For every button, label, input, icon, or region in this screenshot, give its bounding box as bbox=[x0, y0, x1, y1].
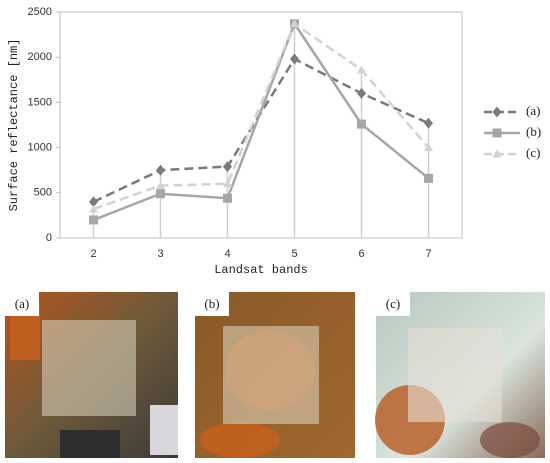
y-tick-label: 0 bbox=[46, 232, 52, 244]
photo-c: (c) bbox=[375, 292, 545, 458]
point bbox=[156, 164, 165, 176]
series-line bbox=[93, 21, 430, 211]
series-line bbox=[92, 57, 430, 203]
legend-marker bbox=[492, 106, 502, 118]
x-tick-label: 5 bbox=[291, 248, 297, 260]
x-axis-label: Landsat bands bbox=[214, 263, 308, 277]
legend-label: (c) bbox=[526, 145, 540, 160]
x-tick-label: 3 bbox=[157, 248, 163, 260]
y-tick-label: 500 bbox=[34, 187, 52, 199]
y-tick-label: 2500 bbox=[28, 6, 52, 18]
legend-marker bbox=[492, 128, 502, 138]
point bbox=[357, 87, 366, 99]
point bbox=[424, 173, 433, 183]
point bbox=[357, 65, 366, 74]
y-tick-label: 1000 bbox=[28, 142, 52, 154]
point bbox=[290, 53, 299, 65]
point bbox=[357, 119, 366, 129]
point bbox=[424, 143, 433, 152]
x-tick-label: 4 bbox=[224, 248, 230, 260]
point bbox=[290, 19, 299, 28]
point bbox=[223, 161, 232, 173]
point bbox=[156, 189, 165, 199]
legend-marker bbox=[492, 149, 502, 158]
x-tick-label: 2 bbox=[90, 248, 96, 260]
photo-label: (a) bbox=[15, 296, 29, 311]
plot-frame bbox=[59, 11, 463, 239]
photo-b: (b) bbox=[195, 292, 355, 458]
photo-a: (a) bbox=[5, 292, 178, 458]
y-tick-label: 1500 bbox=[28, 96, 52, 108]
photo-label: (b) bbox=[204, 296, 219, 311]
legend-label: (a) bbox=[526, 103, 540, 118]
point bbox=[89, 204, 98, 213]
y-axis-label: Surface reflectance [nm] bbox=[7, 39, 21, 212]
point bbox=[89, 196, 98, 208]
x-tick-label: 6 bbox=[358, 248, 364, 260]
point bbox=[156, 181, 165, 190]
photo-label: (c) bbox=[386, 296, 400, 311]
point bbox=[223, 193, 232, 203]
y-tick-label: 2000 bbox=[28, 51, 52, 63]
point bbox=[89, 215, 98, 225]
point bbox=[424, 117, 433, 129]
series-line bbox=[93, 21, 430, 222]
point bbox=[223, 179, 232, 188]
legend-label: (b) bbox=[526, 124, 541, 139]
x-tick-label: 7 bbox=[425, 248, 431, 260]
